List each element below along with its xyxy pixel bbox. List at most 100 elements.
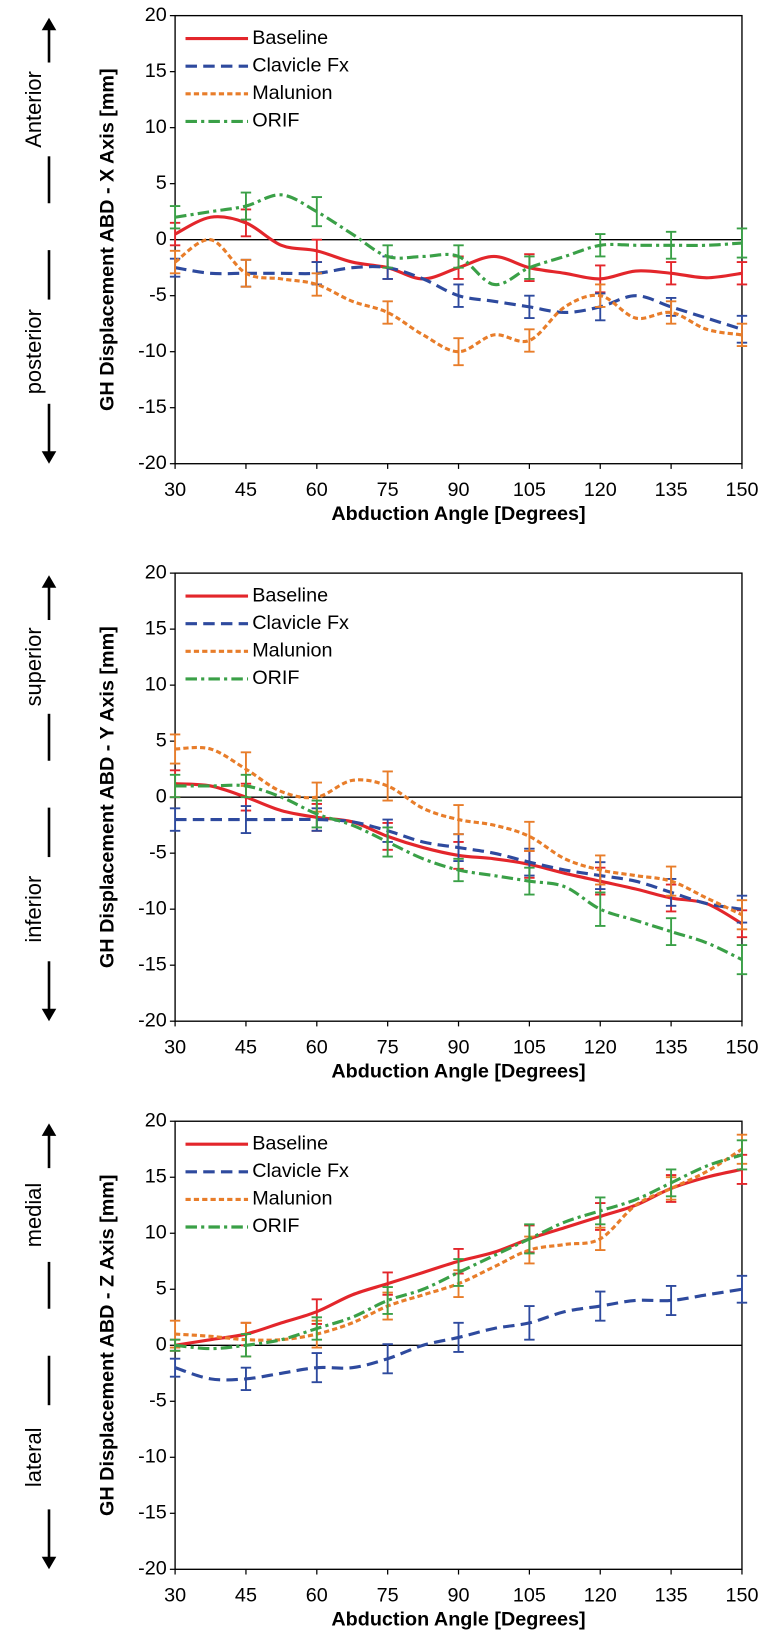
x-tick-label: 150 xyxy=(725,1037,758,1059)
x-axis-title: Abduction Angle [Degrees] xyxy=(331,503,585,525)
direction-label: superior xyxy=(21,627,46,706)
legend-label: Malunion xyxy=(252,82,332,104)
y-tick-label: 0 xyxy=(156,1334,167,1356)
y-tick-label: 20 xyxy=(145,561,167,583)
arrow-head xyxy=(41,1123,57,1136)
panel: -20 -15 -10 -5 0 5 10 15 20 30 45 60 75 90 105 120 135 15… xyxy=(21,561,758,1082)
legend-label: Baseline xyxy=(252,1132,328,1154)
arrow-head xyxy=(41,1556,57,1570)
x-tick-label: 135 xyxy=(655,1585,688,1607)
y-axis-title: GH Displacement ABD - X Axis [mm] xyxy=(97,68,119,411)
x-tick-label: 90 xyxy=(448,1037,470,1059)
y-tick-label: -20 xyxy=(138,452,167,474)
y-tick-label: -15 xyxy=(138,396,167,418)
y-tick-label: -5 xyxy=(149,1390,167,1412)
x-tick-label: 75 xyxy=(377,1585,399,1607)
y-tick-label: 10 xyxy=(145,1221,167,1243)
x-tick-label: 30 xyxy=(164,1037,186,1059)
x-tick-label: 120 xyxy=(584,479,617,501)
y-axis-title: GH Displacement ABD - Y Axis [mm] xyxy=(97,626,119,968)
x-tick-label: 105 xyxy=(513,479,546,501)
label-bg xyxy=(22,857,59,962)
error-bar xyxy=(311,272,323,297)
x-tick-label: 135 xyxy=(655,479,688,501)
legend-label: Clavicle Fx xyxy=(252,1160,349,1182)
series-line xyxy=(175,783,743,961)
error-bar xyxy=(524,328,535,353)
y-tick-label: -5 xyxy=(149,841,167,863)
y-tick-label: -10 xyxy=(138,1446,167,1468)
x-tick-label: 60 xyxy=(306,1037,328,1059)
y-tick-label: 0 xyxy=(156,785,167,807)
x-tick-label: 120 xyxy=(584,1037,617,1059)
legend-label: Baseline xyxy=(252,27,328,49)
series-line xyxy=(174,238,743,354)
x-tick-label: 45 xyxy=(235,1037,257,1059)
label-bg xyxy=(31,1168,67,1262)
x-tick-label: 105 xyxy=(513,1037,546,1059)
y-axis-title: GH Displacement ABD - Z Axis [mm] xyxy=(97,1175,119,1516)
direction-label: inferior xyxy=(21,876,46,943)
x-tick-label: 105 xyxy=(513,1585,546,1607)
y-tick-label: -15 xyxy=(138,1502,167,1524)
error-bar xyxy=(524,820,535,852)
error-bar xyxy=(453,337,464,367)
y-tick-label: 20 xyxy=(145,1109,167,1131)
arrow-head xyxy=(41,451,57,464)
label-bg xyxy=(31,62,67,157)
error-bar xyxy=(736,322,748,348)
error-bar xyxy=(665,300,677,325)
x-tick-label: 90 xyxy=(448,1585,470,1607)
panel: -20 -15 -10 -5 0 5 10 15 20 30 45 60 75 90 105 120 135 15… xyxy=(21,1109,758,1630)
y-tick-label: -20 xyxy=(138,1009,167,1031)
direction-label: medial xyxy=(21,1183,46,1247)
x-axis-title: Abduction Angle [Degrees] xyxy=(331,1060,585,1082)
label-bg xyxy=(22,1405,59,1510)
y-tick-label: -15 xyxy=(138,953,167,975)
y-tick-label: 15 xyxy=(145,1165,167,1187)
error-bar xyxy=(736,1274,748,1304)
x-tick-label: 60 xyxy=(306,1585,328,1607)
legend-label: Clavicle Fx xyxy=(252,54,349,76)
error-bar xyxy=(382,1286,393,1315)
series-line xyxy=(175,745,743,917)
y-tick-label: 0 xyxy=(156,228,167,250)
x-tick-label: 150 xyxy=(725,479,758,501)
x-tick-label: 45 xyxy=(235,1585,257,1607)
legend-label: ORIF xyxy=(252,667,299,689)
y-tick-label: 5 xyxy=(156,729,167,751)
error-bar xyxy=(524,255,535,280)
direction-label: Anterior xyxy=(21,71,46,148)
x-axis-title: Abduction Angle [Degrees] xyxy=(331,1609,585,1631)
legend-label: Clavicle Fx xyxy=(252,612,349,634)
x-tick-label: 60 xyxy=(306,479,328,501)
x-tick-label: 30 xyxy=(164,1585,186,1607)
error-bar xyxy=(453,1258,464,1287)
legend-label: ORIF xyxy=(252,1215,299,1237)
y-tick-label: 15 xyxy=(145,60,167,82)
x-tick-label: 75 xyxy=(377,1037,399,1059)
x-tick-label: 150 xyxy=(725,1585,758,1607)
arrow-head xyxy=(41,575,57,588)
x-tick-label: 135 xyxy=(655,1037,688,1059)
arrow-head xyxy=(41,1008,57,1022)
error-bar xyxy=(665,917,677,946)
series-line xyxy=(174,1287,743,1382)
series-line xyxy=(174,265,743,331)
x-tick-label: 90 xyxy=(448,479,470,501)
legend-label: Baseline xyxy=(252,584,328,606)
legend-label: Malunion xyxy=(252,640,332,662)
x-tick-label: 30 xyxy=(164,479,186,501)
y-tick-label: 5 xyxy=(156,1277,167,1299)
x-tick-label: 120 xyxy=(584,1585,617,1607)
y-tick-label: -5 xyxy=(149,284,167,306)
y-tick-label: 20 xyxy=(145,4,167,26)
y-tick-label: -10 xyxy=(138,897,167,919)
series-line xyxy=(175,817,743,911)
y-tick-label: 10 xyxy=(145,673,167,695)
error-bar xyxy=(382,770,393,802)
error-bar xyxy=(595,891,606,927)
label-bg xyxy=(31,620,67,714)
y-tick-label: -20 xyxy=(138,1558,167,1580)
